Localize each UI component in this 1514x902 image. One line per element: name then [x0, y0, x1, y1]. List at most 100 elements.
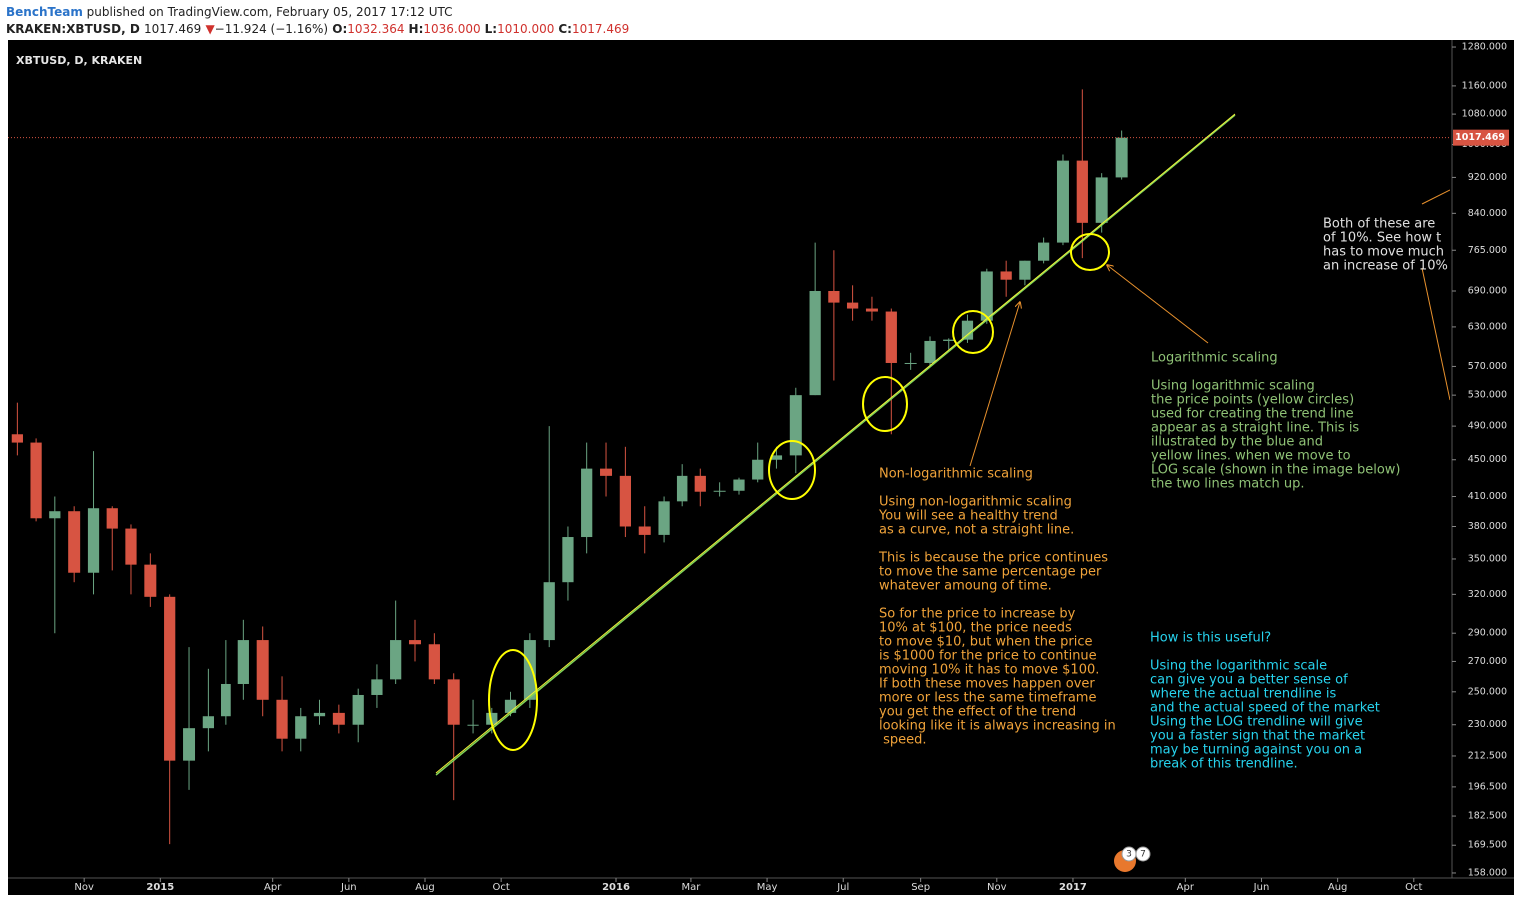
last: 1017.469	[143, 22, 202, 36]
candle-body	[447, 679, 460, 725]
candle-body	[295, 716, 307, 739]
annotation-line: an increase of 10%	[1323, 259, 1448, 274]
y-tick-label: 690.000	[1468, 285, 1507, 296]
ohlc-value: 1036.000	[423, 22, 481, 36]
arrow	[1421, 189, 1450, 205]
author[interactable]: BenchTeam	[6, 5, 83, 19]
candle-body	[789, 395, 802, 456]
annotation-line: has to move much	[1323, 245, 1444, 260]
badge-count: 7	[1140, 850, 1146, 860]
x-tick-label: Apr	[264, 882, 282, 893]
annotation-line: can give you a better sense of	[1150, 673, 1348, 688]
annotation-line: used for creating the trend line	[1151, 407, 1354, 422]
candle-body	[658, 501, 670, 535]
change: −11.924 (−1.16%)	[214, 22, 329, 36]
candle-body	[68, 511, 81, 573]
y-tick-label: 765.000	[1468, 245, 1507, 256]
candle-body	[523, 640, 536, 700]
annotation-line: is $1000 for the price to continue	[879, 649, 1097, 664]
last-price-label: 1017.469	[1455, 132, 1505, 143]
y-tick-label: 840.000	[1468, 208, 1507, 219]
candle-body	[30, 442, 42, 519]
annotation-line: Both of these are	[1323, 217, 1435, 232]
annotation-line: break of this trendline.	[1150, 757, 1298, 772]
candle-body	[943, 339, 955, 341]
y-tick-label: 320.000	[1468, 589, 1507, 600]
candle-body	[183, 728, 196, 761]
candle-body	[371, 679, 383, 695]
ohlc: O:1032.364 H:1036.000 L:1010.000 C:1017.469	[332, 22, 633, 36]
annotation-line: whatever amoung of time.	[879, 579, 1052, 594]
y-tick-label: 490.000	[1468, 421, 1507, 432]
x-tick-label: Apr	[1177, 882, 1195, 893]
trend-line-linear	[435, 113, 1236, 774]
x-tick-label: Jun	[340, 882, 357, 893]
chart-title: XBTUSD, D, KRAKEN	[16, 54, 142, 67]
annotation-line: you a faster sign that the market	[1150, 729, 1365, 744]
trend-line-log	[435, 114, 1236, 776]
y-tick-label: 530.000	[1468, 390, 1507, 401]
y-tick-label: 290.000	[1468, 628, 1507, 639]
candle-body	[106, 508, 118, 529]
ohlc-value: 1032.364	[347, 22, 405, 36]
annotation-line: If both these moves happen over	[879, 677, 1095, 692]
y-tick-label: 182.500	[1468, 811, 1507, 822]
candle-body	[904, 362, 917, 364]
last-price-box	[1453, 129, 1509, 146]
annotation-line: of 10%. See how t	[1323, 231, 1441, 246]
x-tick-label: Oct	[1405, 882, 1422, 893]
candle-body	[1038, 242, 1050, 261]
ohlc-value: 1010.000	[497, 22, 555, 36]
candle-body	[713, 490, 726, 492]
candle-body	[676, 475, 688, 502]
candle-body	[1056, 160, 1069, 243]
annotation-line: Using the LOG trendline will give	[1150, 715, 1363, 730]
annotation-line: 10% at $100, the price needs	[879, 621, 1072, 636]
badge[interactable]: 3 7	[1114, 846, 1151, 872]
candle-body	[924, 340, 936, 363]
candle-body	[638, 526, 651, 535]
annotation-line: LOG scale (shown in the image below)	[1151, 463, 1400, 478]
annotation-line: the price points (yellow circles)	[1151, 393, 1354, 408]
annotation-line: Using the logarithmic scale	[1150, 659, 1327, 674]
candle-body	[543, 582, 555, 641]
quote-line: KRAKEN:XBTUSD, D 1017.469 ▼−11.924 (−1.1…	[6, 21, 633, 38]
publish-line: BenchTeam published on TradingView.com, …	[6, 4, 633, 21]
y-tick-label: 630.000	[1468, 321, 1507, 332]
candle-body	[619, 475, 631, 527]
candle-body	[1019, 260, 1031, 280]
annotation-line: speed.	[879, 733, 927, 748]
drawings	[435, 113, 1450, 776]
badge-bubble[interactable]	[1135, 846, 1151, 862]
y-tick-label: 270.000	[1468, 656, 1507, 667]
candle-body	[980, 271, 993, 321]
candle-body	[828, 290, 840, 303]
y-tick-label: 212.500	[1468, 750, 1507, 761]
x-tick-label: Aug	[415, 882, 435, 893]
annotation-line: Non-logarithmic scaling	[879, 467, 1033, 482]
candle-body	[352, 694, 364, 725]
candle-body	[87, 508, 100, 573]
candle-body	[885, 311, 897, 363]
candle-body	[733, 479, 745, 491]
y-tick-label: 169.500	[1468, 840, 1507, 851]
candle-body	[1000, 271, 1012, 280]
candle-body	[164, 596, 176, 761]
candle-body	[390, 640, 402, 680]
ohlc-label: O:	[332, 22, 348, 36]
candle-body	[1095, 177, 1108, 223]
annotation-line: Using non-logarithmic scaling	[879, 495, 1072, 510]
candle-body	[1076, 160, 1088, 223]
y-tick-label: 1280.000	[1462, 42, 1507, 53]
annotation-line: to move the same percentage per	[879, 565, 1102, 580]
badge-count: 3	[1126, 850, 1132, 860]
x-tick-label: Mar	[681, 882, 701, 893]
y-tick-label: 380.000	[1468, 521, 1507, 532]
annotation-line: and the actual speed of the market	[1150, 701, 1380, 716]
circle	[488, 649, 538, 751]
candle-body	[581, 468, 593, 538]
y-tick-label: 250.000	[1468, 686, 1507, 697]
annotation-line: the two lines match up.	[1151, 477, 1305, 492]
change-arrow: ▼	[205, 22, 215, 36]
candle-body	[809, 290, 821, 396]
